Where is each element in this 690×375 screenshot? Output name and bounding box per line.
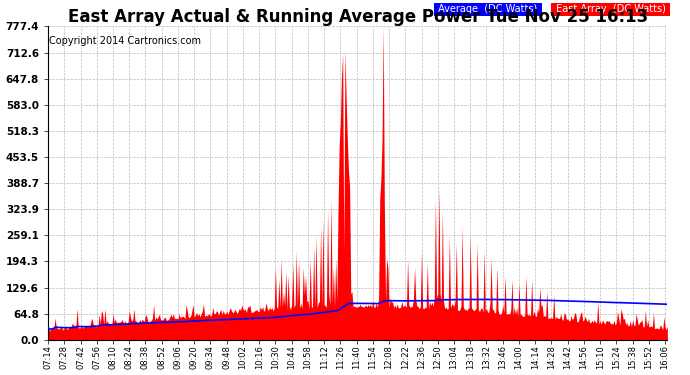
Text: East Array  (DC Watts): East Array (DC Watts)	[553, 4, 669, 14]
Title: East Array Actual & Running Average Power Tue Nov 25 16:13: East Array Actual & Running Average Powe…	[68, 8, 648, 26]
Text: Average  (DC Watts): Average (DC Watts)	[435, 4, 540, 14]
Text: Copyright 2014 Cartronics.com: Copyright 2014 Cartronics.com	[49, 36, 201, 46]
